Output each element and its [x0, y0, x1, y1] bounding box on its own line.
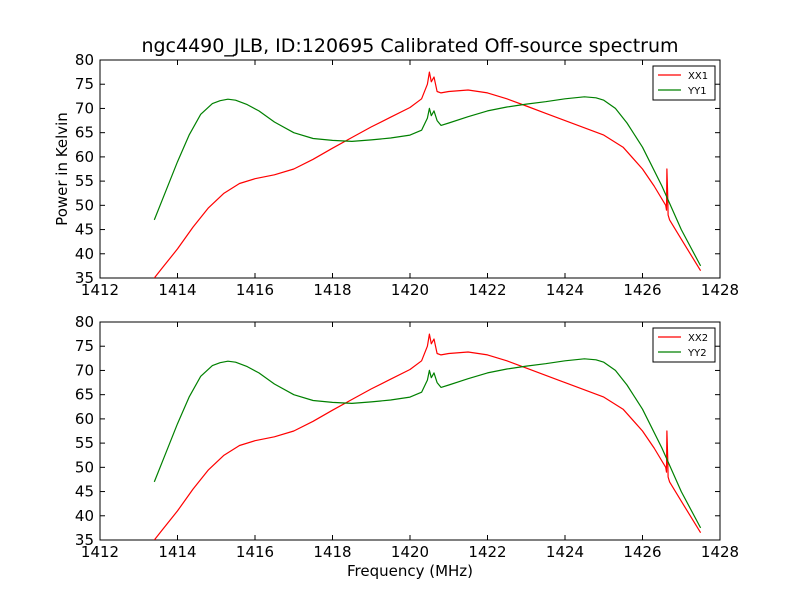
x-tick-label: 1420 [391, 543, 429, 561]
x-tick-label: 1426 [623, 543, 661, 561]
x-tick-label: 1420 [391, 281, 429, 299]
legend-frame [652, 327, 716, 363]
y-tick-label: 65 [75, 386, 94, 404]
legend-label-xx2: XX2 [688, 333, 708, 344]
plot-area [99, 59, 721, 279]
x-tick-label: 1424 [546, 543, 584, 561]
y-tick-label: 75 [75, 75, 94, 93]
y-tick-label: 35 [75, 531, 94, 549]
x-tick-label: 1414 [158, 281, 196, 299]
y-tick-label: 65 [75, 124, 94, 142]
y-tick-label: 80 [75, 51, 94, 69]
legend-label-yy2: YY2 [687, 348, 707, 359]
y-axis-label: Power in Kelvin [53, 112, 71, 226]
x-tick-label: 1424 [546, 281, 584, 299]
x-tick-label: 1414 [158, 543, 196, 561]
y-tick-label: 50 [75, 458, 94, 476]
x-tick-label: 1416 [236, 281, 274, 299]
y-tick-label: 75 [75, 337, 94, 355]
legend-label-xx1: XX1 [688, 71, 708, 82]
chart-panel-2: 1412 1414 1416 1418 1420 1422 1424 1426 1428 35 40… [75, 313, 739, 580]
x-tick-label: 1418 [313, 281, 351, 299]
series-line-yy1 [153, 96, 702, 267]
y-tick-label: 45 [75, 483, 94, 501]
series-line-xx1 [153, 71, 702, 278]
x-tick-label: 1412 [81, 543, 119, 561]
y-tick-label: 55 [75, 434, 94, 452]
legend-frame [652, 65, 716, 101]
legend-label-yy1: YY1 [687, 86, 707, 97]
plot-area [99, 321, 721, 541]
x-tick-label: 1428 [701, 281, 739, 299]
y-tick-label: 60 [75, 148, 94, 166]
y-tick-label: 60 [75, 410, 94, 428]
chart-panel-1: 1412 1414 1416 1418 1420 1422 1424 1426 1428 35 40… [53, 51, 739, 299]
y-tick-label: 80 [75, 313, 94, 331]
series-line-xx2 [153, 333, 702, 540]
y-tick-label: 50 [75, 196, 94, 214]
x-tick-label: 1422 [468, 281, 506, 299]
x-tick-label: 1418 [313, 543, 351, 561]
y-tick-label: 40 [75, 507, 94, 525]
y-tick-label: 70 [75, 99, 94, 117]
figure-title: ngc4490_JLB, ID:120695 Calibrated Off-so… [141, 35, 678, 57]
y-tick-label: 55 [75, 172, 94, 190]
x-tick-label: 1426 [623, 281, 661, 299]
y-tick-label: 40 [75, 245, 94, 263]
x-axis-label: Frequency (MHz) [347, 562, 473, 580]
chart-panels: 1412 1414 1416 1418 1420 1422 1424 1426 1428 35 40… [53, 51, 739, 580]
x-tick-label: 1422 [468, 543, 506, 561]
x-tick-label: 1412 [81, 281, 119, 299]
series-line-yy2 [153, 358, 702, 529]
x-tick-label: 1428 [701, 543, 739, 561]
y-tick-label: 70 [75, 361, 94, 379]
y-tick-label: 45 [75, 221, 94, 239]
y-tick-label: 35 [75, 269, 94, 287]
x-tick-label: 1416 [236, 543, 274, 561]
